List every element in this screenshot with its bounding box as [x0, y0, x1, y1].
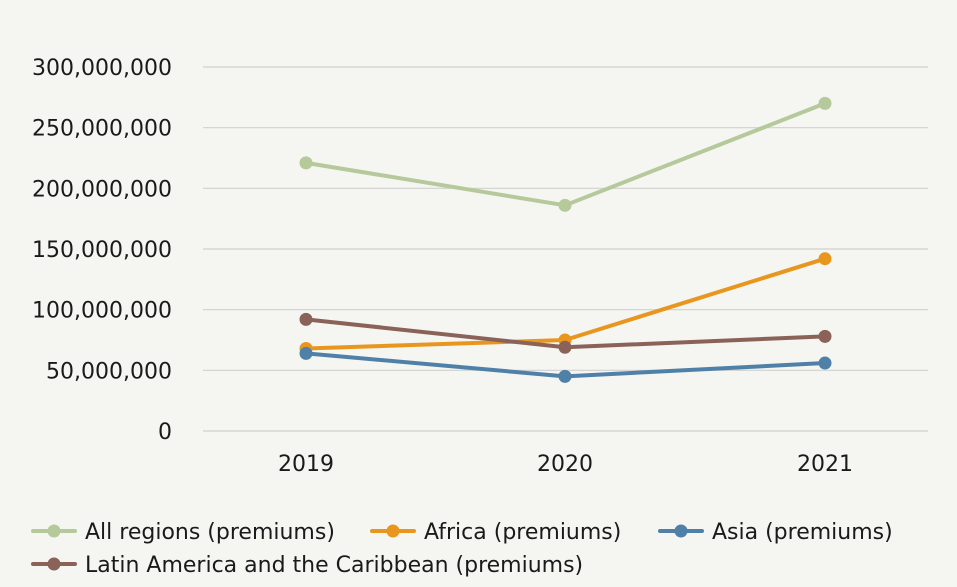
y-tick-label: 300,000,000 — [32, 56, 172, 81]
series-3 — [299, 312, 832, 354]
data-point — [818, 356, 832, 370]
series-2 — [299, 346, 832, 383]
series-line — [304, 101, 827, 208]
legend-label: Africa (premiums) — [424, 520, 621, 545]
data-point — [558, 198, 572, 212]
data-point — [558, 369, 572, 383]
x-tick-label: 2020 — [537, 452, 593, 477]
legend-item: Latin America and the Caribbean (premium… — [31, 553, 583, 578]
legend-swatch-marker — [674, 524, 688, 538]
legend-swatch-marker — [386, 524, 400, 538]
data-point — [299, 156, 313, 170]
y-tick-label: 0 — [158, 420, 172, 445]
gridlines — [203, 66, 928, 432]
legend-label: Asia (premiums) — [712, 520, 893, 545]
legend-item: All regions (premiums) — [31, 520, 335, 545]
y-tick-label: 100,000,000 — [32, 299, 172, 324]
y-axis: 0 50,000,000 100,000,000 150,000,000 200,000… — [32, 56, 172, 445]
legend-label: Latin America and the Caribbean (premium… — [85, 553, 583, 578]
series-lines — [299, 96, 832, 383]
data-point — [818, 252, 832, 266]
x-tick-label: 2021 — [797, 452, 853, 477]
legend-swatch-marker — [47, 557, 61, 571]
y-tick-label: 250,000,000 — [32, 117, 172, 142]
data-point — [818, 96, 832, 110]
y-tick-label: 200,000,000 — [32, 177, 172, 202]
legend: All regions (premiums) Africa (premiums) A… — [31, 520, 893, 578]
legend-item: Asia (premiums) — [658, 520, 893, 545]
series-0 — [299, 96, 832, 212]
data-point — [558, 340, 572, 354]
y-tick-label: 50,000,000 — [46, 359, 172, 384]
legend-swatch-marker — [47, 524, 61, 538]
y-tick-label: 150,000,000 — [32, 238, 172, 263]
legend-label: All regions (premiums) — [85, 520, 335, 545]
data-point — [818, 329, 832, 343]
data-point — [299, 346, 313, 360]
data-point — [299, 312, 313, 326]
x-tick-label: 2019 — [278, 452, 334, 477]
legend-item: Africa (premiums) — [370, 520, 621, 545]
x-axis: 2019 2020 2021 — [278, 452, 853, 477]
